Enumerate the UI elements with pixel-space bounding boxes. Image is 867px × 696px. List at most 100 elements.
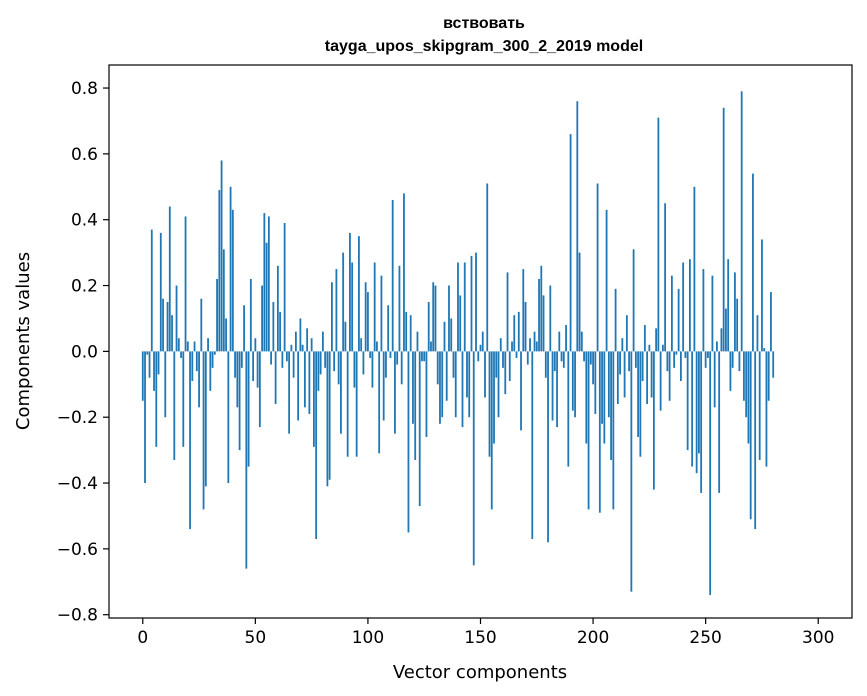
bar-233 xyxy=(666,351,669,372)
bar-158 xyxy=(497,351,500,418)
bar-166 xyxy=(515,351,518,358)
bar-150 xyxy=(479,344,482,352)
bar-167 xyxy=(517,311,520,352)
bar-162 xyxy=(506,272,509,352)
bar-92 xyxy=(349,232,351,352)
bar-1 xyxy=(144,351,146,484)
bar-89 xyxy=(342,252,345,352)
bar-247 xyxy=(698,351,700,454)
bar-186 xyxy=(560,351,563,362)
bar-174 xyxy=(533,331,536,352)
bar-133 xyxy=(441,351,444,418)
bar-71 xyxy=(301,344,304,352)
bar-251 xyxy=(707,351,709,358)
bar-138 xyxy=(452,351,455,378)
bar-23 xyxy=(193,341,196,352)
bar-103 xyxy=(373,262,376,352)
bar-100 xyxy=(367,292,369,352)
bar-255 xyxy=(716,341,718,352)
bar-253 xyxy=(711,275,714,352)
bar-196 xyxy=(583,351,585,362)
bar-34 xyxy=(218,190,221,352)
bar-94 xyxy=(353,351,356,388)
bar-261 xyxy=(729,351,732,391)
bar-118 xyxy=(407,351,410,533)
bar-2 xyxy=(146,351,149,355)
y-axis-label: Components values xyxy=(13,252,34,430)
bar-192 xyxy=(574,351,576,418)
chart-title: вствовать xyxy=(443,15,525,32)
bar-114 xyxy=(398,265,401,352)
x-tick-label: 150 xyxy=(464,628,496,648)
bar-222 xyxy=(641,351,644,382)
bar-275 xyxy=(761,239,763,352)
bar-90 xyxy=(344,321,347,352)
bar-110 xyxy=(389,351,392,358)
bar-107 xyxy=(382,351,385,421)
bar-239 xyxy=(679,351,682,382)
bar-106 xyxy=(380,275,383,352)
bar-134 xyxy=(443,321,446,352)
bar-102 xyxy=(371,351,374,388)
bar-9 xyxy=(162,298,164,352)
bar-270 xyxy=(749,351,752,520)
bar-185 xyxy=(558,331,561,352)
bar-180 xyxy=(547,351,549,543)
bar-137 xyxy=(450,318,453,352)
bar-169 xyxy=(522,269,525,352)
bar-96 xyxy=(358,236,360,352)
bar-33 xyxy=(216,278,218,352)
bar-241 xyxy=(684,351,687,358)
bar-83 xyxy=(328,351,331,480)
bar-35 xyxy=(220,160,223,352)
bar-108 xyxy=(385,351,387,378)
bar-153 xyxy=(486,183,489,352)
bar-3 xyxy=(148,351,151,378)
bar-120 xyxy=(412,351,414,424)
bar-31 xyxy=(211,351,214,368)
bar-200 xyxy=(592,351,594,385)
bar-272 xyxy=(754,351,757,530)
bar-172 xyxy=(529,338,531,352)
bar-224 xyxy=(646,351,649,405)
bar-249 xyxy=(702,269,705,352)
bar-66 xyxy=(290,344,293,352)
bar-258 xyxy=(722,107,725,352)
bar-201 xyxy=(594,351,597,414)
bar-64 xyxy=(285,351,288,362)
bar-187 xyxy=(562,351,565,368)
bar-181 xyxy=(549,285,552,352)
bar-10 xyxy=(164,351,167,418)
bar-205 xyxy=(603,351,606,444)
bar-42 xyxy=(236,351,239,408)
bar-78 xyxy=(317,351,320,391)
bar-194 xyxy=(578,252,581,352)
bar-59 xyxy=(274,351,277,405)
bar-99 xyxy=(364,282,367,352)
bar-256 xyxy=(718,351,721,493)
bar-191 xyxy=(571,351,574,411)
bar-11 xyxy=(166,302,169,352)
bar-237 xyxy=(675,351,678,355)
bar-50 xyxy=(254,338,257,352)
bar-176 xyxy=(538,278,540,352)
bar-105 xyxy=(378,351,381,454)
bar-142 xyxy=(461,351,464,428)
bar-231 xyxy=(661,344,664,352)
bar-156 xyxy=(493,351,495,444)
bar-254 xyxy=(713,351,716,408)
bar-40 xyxy=(231,209,234,352)
bar-189 xyxy=(567,351,570,467)
y-axis-ticks: −0.8 −0.6 −0.4 −0.2 0.0 0.2 0.4 0.6 0.8 xyxy=(57,79,109,626)
bar-86 xyxy=(335,269,338,352)
bar-244 xyxy=(691,351,694,467)
bar-20 xyxy=(186,341,189,352)
bar-60 xyxy=(276,265,279,352)
x-tick-label: 200 xyxy=(577,628,609,648)
bar-280 xyxy=(772,351,775,378)
bar-111 xyxy=(391,199,394,352)
bar-267 xyxy=(743,351,745,401)
bar-15 xyxy=(175,285,178,352)
bar-279 xyxy=(770,292,772,352)
bar-219 xyxy=(634,351,637,368)
